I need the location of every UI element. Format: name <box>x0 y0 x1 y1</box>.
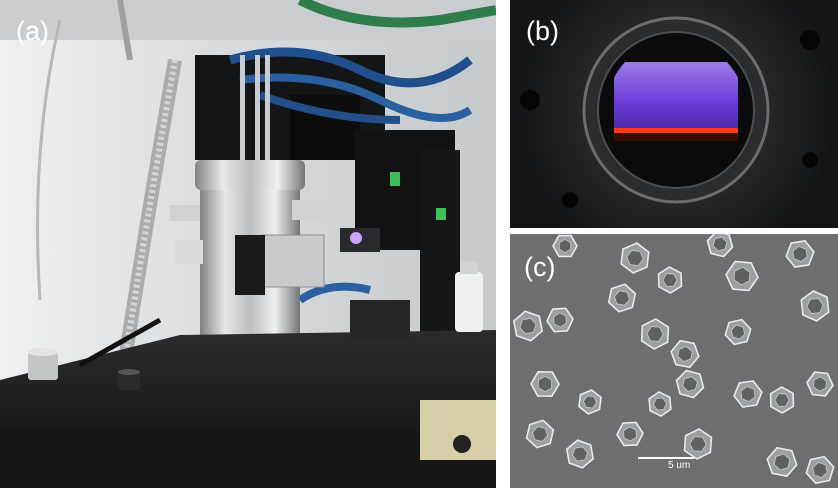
crystal <box>706 234 734 258</box>
crystal <box>800 290 830 322</box>
panel-a-label: (a) <box>16 16 49 46</box>
crystal <box>675 369 705 399</box>
crystal <box>616 421 644 447</box>
crystal <box>724 318 752 346</box>
panel-a-photo: (a) <box>0 0 496 488</box>
crystal <box>785 240 815 268</box>
plasma-viewport <box>510 0 838 228</box>
crystal <box>766 446 798 478</box>
crystal <box>657 266 683 294</box>
crystal <box>805 455 835 485</box>
crystal <box>620 242 650 274</box>
crystal <box>552 234 578 258</box>
crystal <box>640 318 670 350</box>
panel-c-sem: 5 um (c) <box>510 234 838 488</box>
crystal <box>607 283 637 313</box>
crystal <box>769 386 795 414</box>
crystal <box>733 380 763 408</box>
chamber-photo <box>0 0 496 488</box>
sem-micrograph <box>510 234 838 488</box>
panel-c-label: (c) <box>524 252 556 282</box>
crystal <box>578 389 602 415</box>
crystal <box>670 339 700 369</box>
crystal <box>725 260 759 292</box>
crystal <box>530 370 560 398</box>
crystal <box>546 307 574 333</box>
crystal <box>806 371 834 397</box>
crystal <box>648 391 672 417</box>
crystal <box>565 439 595 469</box>
panel-b-photo: (b) <box>510 0 838 228</box>
crystal <box>683 428 713 460</box>
scale-bar <box>638 457 694 459</box>
panel-b-label: (b) <box>526 16 559 46</box>
crystal <box>525 419 555 449</box>
crystal <box>512 310 544 342</box>
scale-bar-label: 5 um <box>668 460 691 471</box>
